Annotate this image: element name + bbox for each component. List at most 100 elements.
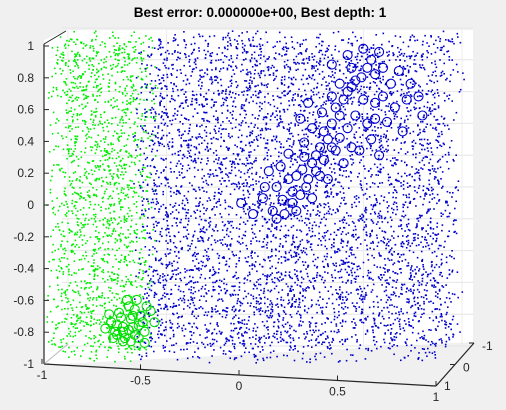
cloud-point [275, 268, 277, 270]
cloud-point [109, 79, 111, 81]
cloud-point [275, 249, 277, 251]
cloud-point [223, 283, 225, 285]
cloud-point [315, 326, 317, 328]
cloud-point [417, 39, 419, 41]
cloud-point [220, 193, 222, 195]
cloud-point [444, 302, 446, 304]
cloud-point [339, 265, 341, 267]
cloud-point [393, 231, 395, 233]
cloud-point [368, 272, 370, 274]
cloud-point [435, 64, 437, 66]
cloud-point [151, 281, 153, 283]
cloud-point [155, 257, 157, 259]
cloud-point [151, 100, 153, 102]
cloud-point [377, 167, 379, 169]
cloud-point [304, 310, 306, 312]
cloud-point [346, 212, 348, 214]
cloud-point [317, 83, 319, 85]
cloud-point [321, 323, 323, 325]
cloud-point [160, 93, 162, 95]
cloud-point [183, 308, 185, 310]
cloud-point [133, 97, 135, 99]
cloud-point [271, 164, 273, 166]
cloud-point [185, 102, 187, 104]
cloud-point [117, 59, 119, 61]
cloud-point [68, 356, 70, 358]
cloud-point [149, 313, 151, 315]
cloud-point [414, 239, 416, 241]
cloud-point [176, 177, 178, 179]
cloud-point [267, 41, 269, 43]
cloud-point [291, 286, 293, 288]
cloud-point [56, 87, 58, 89]
cloud-point [108, 208, 110, 210]
cloud-point [174, 235, 176, 237]
cloud-point [312, 209, 314, 211]
cloud-point [267, 159, 269, 161]
cloud-point [176, 313, 178, 315]
cloud-point [98, 232, 100, 234]
cloud-point [162, 273, 164, 275]
cloud-point [119, 239, 121, 241]
cloud-point [190, 342, 192, 344]
cloud-point [196, 100, 198, 102]
cloud-point [254, 314, 256, 316]
cloud-point [320, 105, 322, 107]
cloud-point [312, 231, 314, 233]
cloud-point [386, 130, 388, 132]
cloud-point [448, 292, 450, 294]
cloud-point [319, 203, 321, 205]
cloud-point [337, 143, 339, 145]
cloud-point [95, 351, 97, 353]
cloud-point [422, 348, 424, 350]
cloud-point [361, 113, 363, 115]
cloud-point [243, 222, 245, 224]
cloud-point [163, 119, 165, 121]
cloud-point [191, 101, 193, 103]
cloud-point [201, 137, 203, 139]
cloud-point [276, 333, 278, 335]
cloud-point [103, 224, 105, 226]
cloud-point [327, 85, 329, 87]
cloud-point [237, 298, 239, 300]
cloud-point [425, 271, 427, 273]
cloud-point [323, 217, 325, 219]
cloud-point [232, 340, 234, 342]
cloud-point [205, 292, 207, 294]
cloud-point [118, 352, 120, 354]
cloud-point [107, 152, 109, 154]
cloud-point [288, 48, 290, 50]
cloud-point [119, 262, 121, 264]
cloud-point [124, 256, 126, 258]
cloud-point [308, 340, 310, 342]
cloud-point [143, 182, 145, 184]
cloud-point [58, 265, 60, 267]
cloud-point [274, 220, 276, 222]
cloud-point [258, 135, 260, 137]
cloud-point [165, 109, 167, 111]
cloud-point [374, 194, 376, 196]
cloud-point [419, 178, 421, 180]
cloud-point [434, 280, 436, 282]
cloud-point [275, 185, 277, 187]
cloud-point [419, 282, 421, 284]
cloud-point [164, 296, 166, 298]
cloud-point [167, 42, 169, 44]
cloud-point [192, 311, 194, 313]
cloud-point [170, 241, 172, 243]
cloud-point [96, 252, 98, 254]
cloud-point [64, 292, 66, 294]
cloud-point [198, 151, 200, 153]
cloud-point [158, 141, 160, 143]
cloud-point [292, 164, 294, 166]
cloud-point [364, 210, 366, 212]
cloud-point [109, 170, 111, 172]
cloud-point [88, 68, 90, 70]
cloud-point [132, 251, 134, 253]
cloud-point [190, 215, 192, 217]
cloud-point [164, 59, 166, 61]
cloud-point [410, 269, 412, 271]
cloud-point [121, 52, 123, 54]
cloud-point [318, 304, 320, 306]
